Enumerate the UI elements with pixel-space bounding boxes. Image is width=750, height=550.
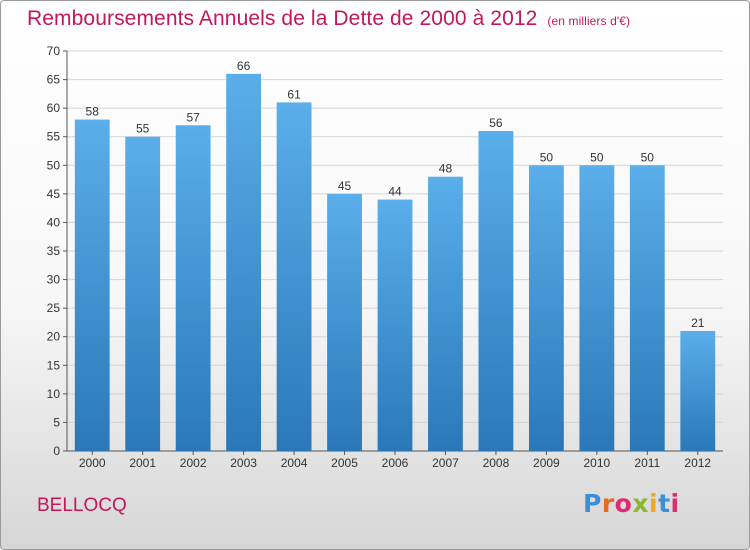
data-label-2002: 57 bbox=[186, 110, 200, 124]
data-label-2006: 44 bbox=[388, 185, 402, 199]
x-tick-label-2007: 2007 bbox=[432, 456, 459, 470]
y-tick-label: 70 bbox=[47, 44, 61, 58]
y-tick-label: 65 bbox=[47, 73, 61, 87]
data-label-2001: 55 bbox=[136, 122, 150, 136]
chart-title-unit: (en milliers d'€) bbox=[547, 14, 631, 28]
data-label-2005: 45 bbox=[338, 179, 352, 193]
x-tick-label-2000: 2000 bbox=[79, 456, 106, 470]
x-tick-label-2010: 2010 bbox=[583, 456, 610, 470]
x-tick-label-2012: 2012 bbox=[684, 456, 711, 470]
y-tick-label: 10 bbox=[47, 387, 61, 401]
y-tick-label: 45 bbox=[47, 187, 61, 201]
logo-letter: i bbox=[670, 489, 680, 518]
logo-letter: t bbox=[658, 489, 671, 518]
y-tick-label: 5 bbox=[53, 415, 60, 429]
data-label-2007: 48 bbox=[439, 162, 453, 176]
x-tick-label-2008: 2008 bbox=[483, 456, 510, 470]
logo-letter: o bbox=[614, 489, 633, 518]
bar-2004 bbox=[276, 102, 312, 451]
x-tick-label-2006: 2006 bbox=[382, 456, 409, 470]
bar-2009 bbox=[528, 165, 564, 452]
data-label-2008: 56 bbox=[489, 116, 503, 130]
x-tick-label-2011: 2011 bbox=[634, 456, 660, 470]
chart-title-text: Remboursements Annuels de la Dette de 20… bbox=[27, 7, 538, 30]
y-tick-label: 15 bbox=[47, 358, 61, 372]
data-label-2012: 21 bbox=[691, 316, 705, 330]
y-tick-label: 35 bbox=[47, 244, 61, 258]
proxiti-logo: Proxiti bbox=[583, 489, 680, 518]
data-label-2000: 58 bbox=[86, 105, 100, 119]
bar-2012 bbox=[680, 331, 716, 451]
bar-2008 bbox=[478, 131, 514, 451]
logo-letter: i bbox=[649, 489, 659, 518]
y-tick-label: 30 bbox=[47, 273, 61, 287]
logo-letter: x bbox=[632, 489, 649, 518]
x-tick-label-2005: 2005 bbox=[331, 456, 358, 470]
logo-letter: r bbox=[601, 489, 615, 518]
y-tick-label: 60 bbox=[47, 101, 61, 115]
bar-2002 bbox=[175, 125, 211, 452]
data-label-2010: 50 bbox=[590, 150, 604, 164]
y-tick-label: 55 bbox=[47, 130, 61, 144]
data-labels: 58 55 57 66 61 45 44 48 56 50 50 50 21 bbox=[86, 59, 705, 330]
bar-2003 bbox=[226, 73, 262, 451]
y-tick-label: 50 bbox=[47, 158, 61, 172]
x-tick-label-2002: 2002 bbox=[180, 456, 207, 470]
bar-2006 bbox=[377, 199, 413, 451]
data-label-2009: 50 bbox=[540, 150, 554, 164]
data-label-2003: 66 bbox=[237, 59, 251, 73]
y-tick-label: 25 bbox=[47, 301, 61, 315]
logo-letter: P bbox=[583, 489, 602, 518]
y-tick-label: 20 bbox=[47, 330, 61, 344]
x-tick-label-2009: 2009 bbox=[533, 456, 560, 470]
x-tick-label-2001: 2001 bbox=[129, 456, 156, 470]
y-tick-label: 0 bbox=[53, 444, 60, 458]
x-tick-label-2004: 2004 bbox=[281, 456, 308, 470]
chart-title: Remboursements Annuels de la Dette de 20… bbox=[27, 7, 630, 31]
commune-name: BELLOCQ bbox=[37, 495, 127, 516]
bar-2000 bbox=[74, 119, 110, 452]
bar-2007 bbox=[428, 176, 463, 451]
bar-2005 bbox=[327, 193, 362, 451]
y-tick-label: 40 bbox=[47, 215, 61, 229]
bar-2001 bbox=[125, 136, 161, 451]
data-label-2004: 61 bbox=[287, 87, 301, 101]
tick-labels: 0 5 10 15 20 25 30 35 40 45 50 55 60 65 70 2000 2001 2002… bbox=[47, 44, 712, 470]
bar-2010 bbox=[579, 165, 615, 452]
bars bbox=[74, 73, 716, 452]
data-label-2011: 50 bbox=[641, 150, 655, 164]
x-tick-label-2003: 2003 bbox=[230, 456, 257, 470]
bar-2011 bbox=[629, 165, 665, 452]
